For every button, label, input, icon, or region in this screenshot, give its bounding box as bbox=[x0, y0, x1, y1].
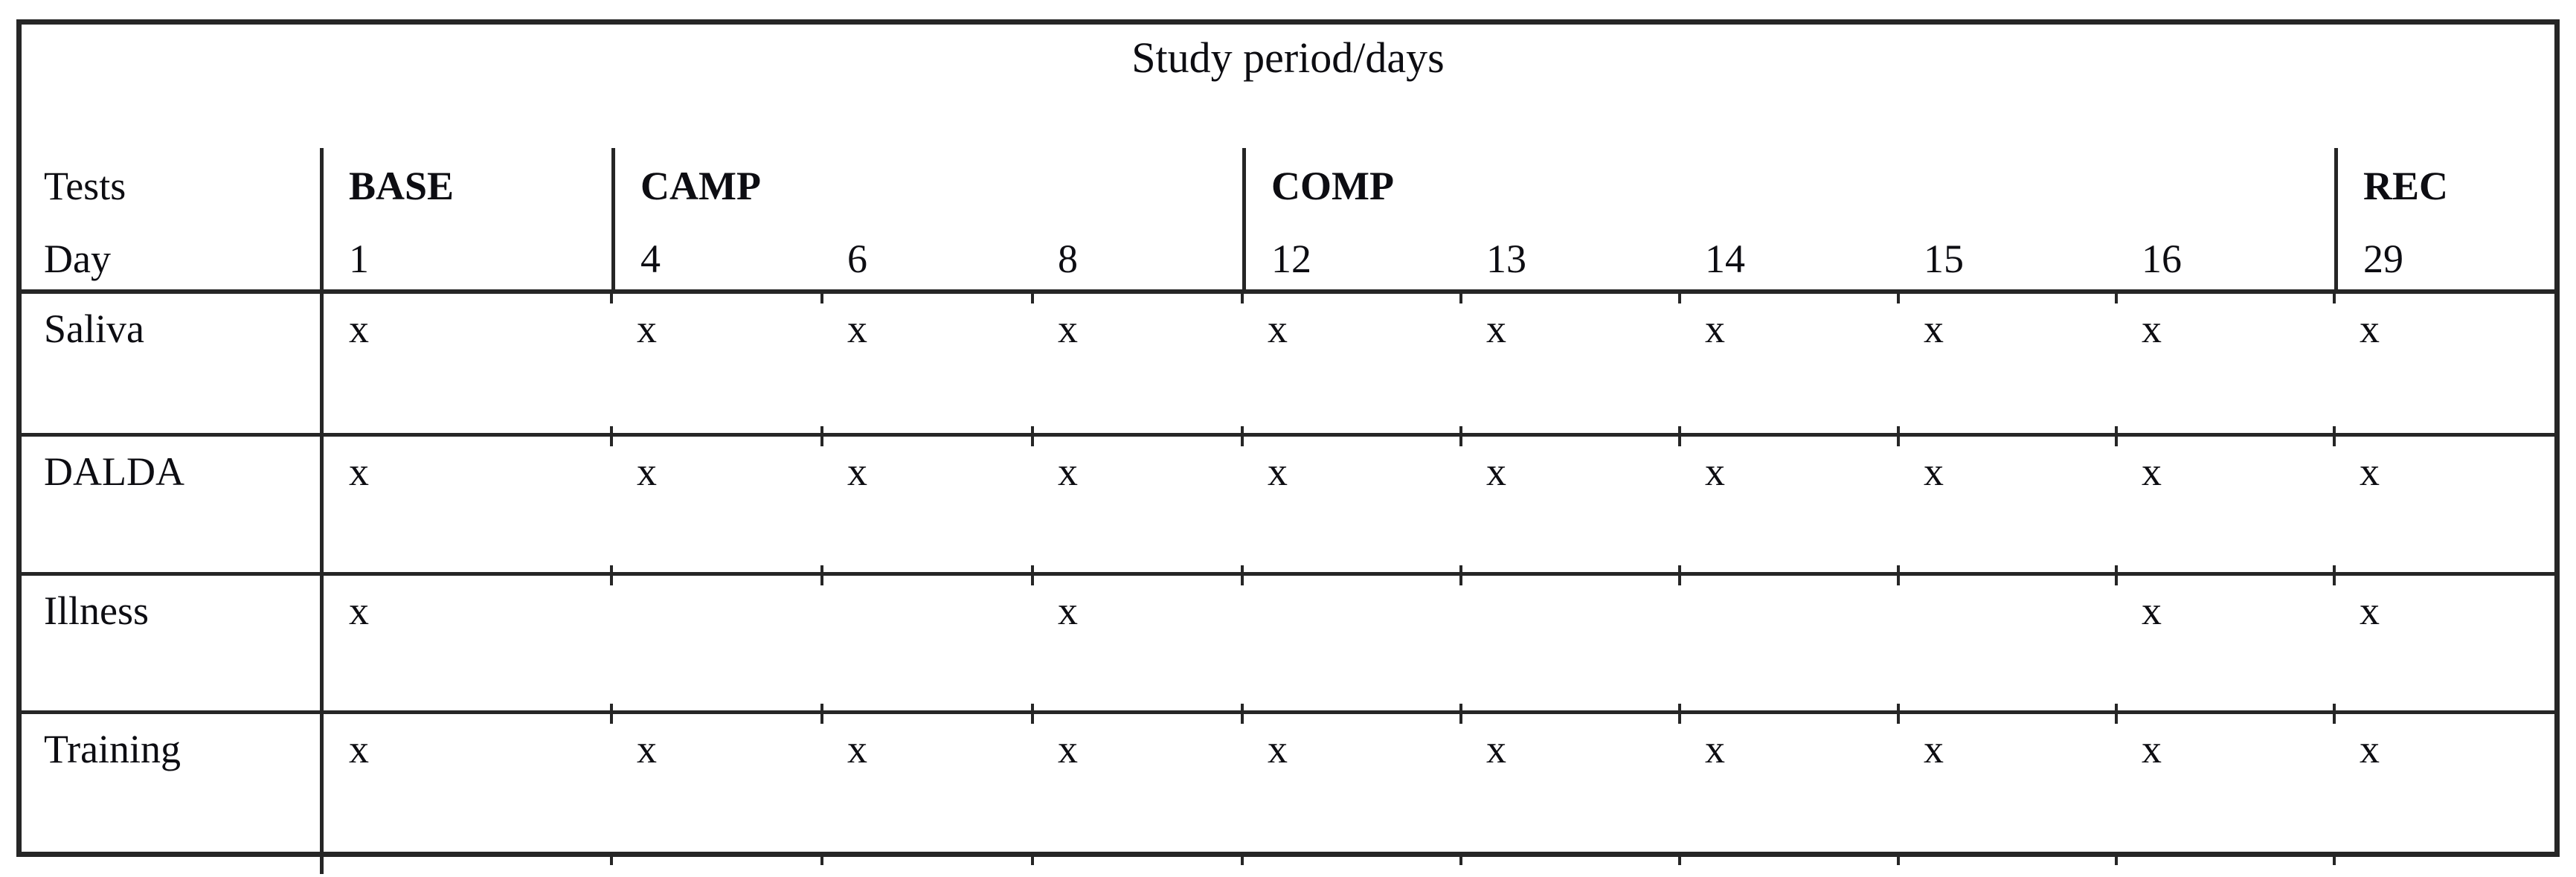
header-day15: 15 bbox=[1898, 148, 2116, 294]
row-label-dalda: DALDA bbox=[22, 433, 320, 572]
mark-training-day12: x bbox=[1241, 704, 1461, 865]
row-label-illness: Illness bbox=[22, 572, 320, 710]
day-14: 14 bbox=[1705, 236, 1745, 281]
mark-saliva-day12: x bbox=[1241, 294, 1461, 433]
mark-dalda-day29: x bbox=[2333, 426, 2554, 572]
mark-saliva-day4: x bbox=[610, 294, 822, 433]
mark-dalda-day14: x bbox=[1678, 426, 1898, 572]
day-4: 4 bbox=[640, 236, 661, 281]
mark-dalda-day4: x bbox=[610, 426, 822, 572]
mark-dalda-day6: x bbox=[820, 426, 1032, 572]
mark-training-day29: x bbox=[2333, 704, 2554, 865]
table-title: Study period/days bbox=[1131, 33, 1445, 82]
mark-dalda-day13: x bbox=[1459, 426, 1680, 572]
tests-label: Tests bbox=[44, 164, 126, 208]
mark-dalda-day16: x bbox=[2115, 426, 2334, 572]
row-label-saliva: Saliva bbox=[44, 306, 144, 351]
mark-training-day14: x bbox=[1678, 704, 1898, 865]
day-label: Day bbox=[44, 236, 111, 281]
mark-training-day8: x bbox=[1031, 704, 1242, 865]
mark-saliva-day14: x bbox=[1678, 294, 1898, 433]
day-8: 8 bbox=[1058, 236, 1078, 281]
header-comp-day12: COMP 12 bbox=[1242, 148, 1461, 294]
mark-saliva-day8: x bbox=[1031, 294, 1242, 433]
mark-illness-day1: x bbox=[320, 572, 611, 710]
mark-training-day16: x bbox=[2115, 704, 2334, 865]
header-camp-day4: CAMP 4 bbox=[611, 148, 822, 294]
row-label-training: Training bbox=[22, 710, 320, 852]
mark-illness-day14 bbox=[1678, 565, 1898, 710]
day-29: 29 bbox=[2363, 236, 2403, 281]
day-1: 1 bbox=[349, 236, 369, 281]
day-12: 12 bbox=[1271, 236, 1311, 281]
mark-saliva-day1: x bbox=[320, 294, 611, 433]
day-16: 16 bbox=[2142, 236, 2182, 281]
mark-dalda-day12: x bbox=[1241, 426, 1461, 572]
mark-illness-day16: x bbox=[2115, 565, 2334, 710]
mark-illness-day8: x bbox=[1031, 565, 1242, 710]
mark-saliva-day13: x bbox=[1459, 294, 1680, 433]
phase-base-label: BASE bbox=[349, 164, 455, 208]
mark-illness-day4 bbox=[610, 565, 822, 710]
mark-saliva-day29: x bbox=[2333, 294, 2554, 433]
mark-dalda-day1: x bbox=[320, 433, 611, 572]
mark-saliva-day6: x bbox=[820, 294, 1032, 433]
mark-saliva-day15: x bbox=[1897, 294, 2116, 433]
mark-illness-day13 bbox=[1459, 565, 1680, 710]
day-15: 15 bbox=[1924, 236, 1964, 281]
mark-illness-day6 bbox=[820, 565, 1032, 710]
mark-illness-day15 bbox=[1897, 565, 2116, 710]
header-day8: 8 bbox=[1032, 148, 1242, 294]
mark-training-day6: x bbox=[820, 704, 1032, 865]
mark-training-day13: x bbox=[1459, 704, 1680, 865]
mark-training-day4: x bbox=[610, 704, 822, 865]
mark-illness-day29: x bbox=[2333, 565, 2554, 710]
mark-training-day1: x bbox=[320, 710, 611, 874]
mark-training-day15: x bbox=[1897, 704, 2116, 865]
header-day13: 13 bbox=[1461, 148, 1680, 294]
phase-camp-label: CAMP bbox=[640, 164, 761, 208]
mark-saliva-day16: x bbox=[2115, 294, 2334, 433]
header-base-day1: BASE 1 bbox=[320, 148, 611, 294]
mark-dalda-day15: x bbox=[1897, 426, 2116, 572]
mark-illness-day12 bbox=[1241, 565, 1461, 710]
phase-rec-label: REC bbox=[2363, 164, 2449, 208]
mark-dalda-day8: x bbox=[1031, 426, 1242, 572]
header-day14: 14 bbox=[1680, 148, 1898, 294]
day-6: 6 bbox=[847, 236, 867, 281]
day-13: 13 bbox=[1486, 236, 1526, 281]
phase-comp-label: COMP bbox=[1271, 164, 1394, 208]
header-day16: 16 bbox=[2116, 148, 2334, 294]
header-tests-day: Tests Day bbox=[22, 148, 320, 294]
study-schedule-table: Study period/days Tests Day BASE 1 CAMP … bbox=[16, 19, 2560, 874]
header-day6: 6 bbox=[822, 148, 1032, 294]
header-rec-day29: REC 29 bbox=[2334, 148, 2554, 294]
